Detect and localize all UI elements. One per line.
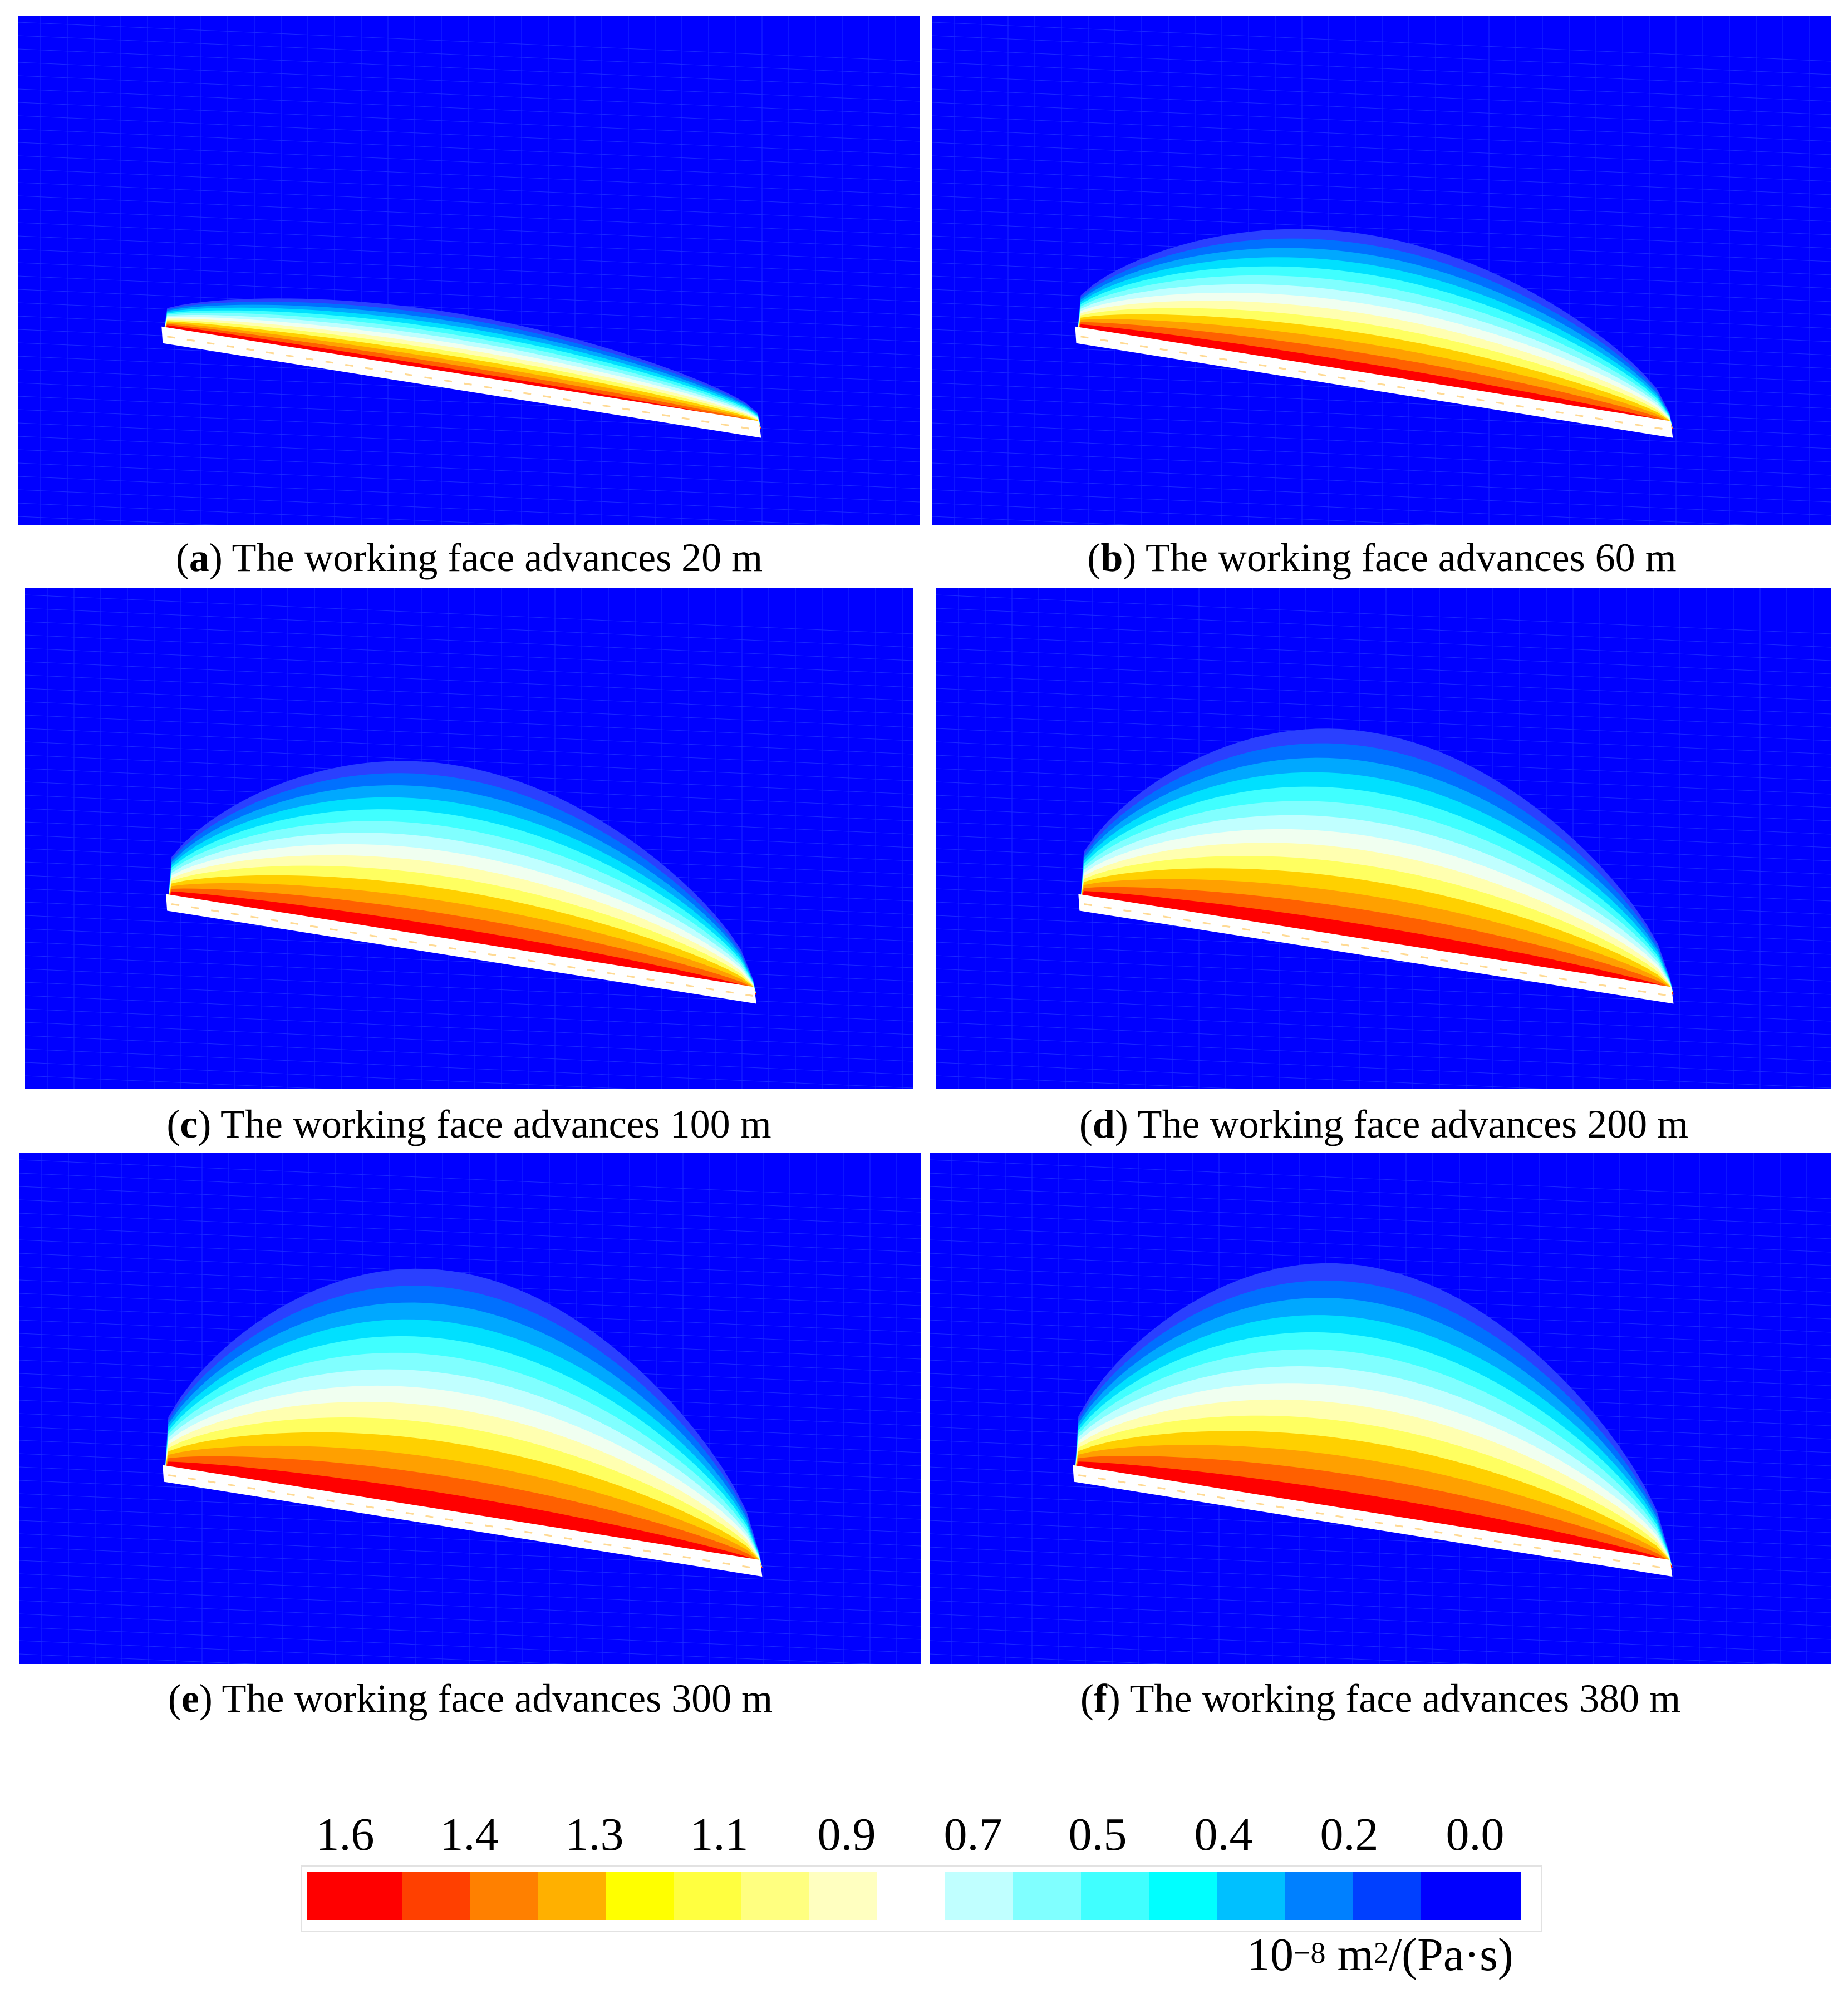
contour-panel-d [936,588,1831,1089]
caption-text-b: The working face advances 60 m [1146,535,1677,580]
contour-plot-d [936,588,1831,1089]
contour-plot-b [932,16,1831,525]
colorbar-swatch [1353,1872,1421,1920]
caption-letter-a: a [189,535,209,580]
colorbar-swatch [470,1872,538,1920]
contour-panel-f [930,1153,1831,1664]
colorbar-tick-label: 0.9 [817,1809,876,1860]
colorbar-tick-label: 1.6 [316,1809,375,1860]
colorbar-swatch [877,1872,946,1920]
goaf-slab [166,894,756,1004]
goaf-slab [1073,1465,1673,1577]
permeability-zone [168,761,756,995]
colorbar-frame [301,1865,1542,1932]
contour-plot-a [18,16,920,525]
colorbar-swatch [945,1872,1014,1920]
colorbar-swatch [1421,1872,1521,1920]
colorbar-swatch [1081,1872,1149,1920]
goaf-slab [161,326,761,438]
colorbar-swatch [402,1872,470,1920]
caption-text-a: The working face advances 20 m [232,535,763,580]
unit-exponent: −8 [1294,1936,1326,1970]
colorbar-tick-label: 1.3 [565,1809,624,1860]
caption-b: (b) The working face advances 60 m [1087,535,1677,580]
contour-plot-f [930,1153,1831,1664]
colorbar-swatch [809,1872,878,1920]
unit-meter-exponent: 2 [1373,1936,1389,1970]
caption-letter-b: b [1100,535,1123,580]
caption-a: (a) The working face advances 20 m [175,535,763,580]
colorbar-unit-label: 10−8 m2/(Pa·s) [1247,1930,1513,1980]
unit-tail: /(Pa·s) [1388,1929,1513,1981]
colorbar-swatch [1149,1872,1217,1920]
contour-plot-e [19,1153,921,1664]
colorbar-swatch [1217,1872,1285,1920]
caption-text-c: The working face advances 100 m [220,1102,771,1146]
unit-meter: m [1325,1929,1374,1981]
colorbar [307,1872,1521,1920]
colorbar-tick-label: 0.7 [943,1809,1002,1860]
colorbar-swatch [741,1872,810,1920]
mesh-grid [18,16,920,525]
caption-text-d: The working face advances 200 m [1137,1102,1689,1146]
caption-e: (e) The working face advances 300 m [168,1676,773,1721]
colorbar-swatch [1285,1872,1353,1920]
caption-f: (f) The working face advances 380 m [1080,1676,1681,1721]
caption-letter-c: c [180,1102,198,1146]
goaf-slab [163,1465,763,1577]
goaf-slab [1078,894,1674,1004]
colorbar-tick-label: 0.2 [1320,1809,1379,1860]
contour-plot-c [25,588,913,1089]
colorbar-swatch [307,1872,402,1920]
caption-c: (c) The working face advances 100 m [166,1102,771,1146]
background-field [18,16,920,525]
colorbar-tick-label: 0.4 [1194,1809,1253,1860]
caption-letter-d: d [1092,1102,1115,1146]
caption-text-f: The working face advances 380 m [1129,1676,1681,1721]
colorbar-swatch [674,1872,742,1920]
caption-d: (d) The working face advances 200 m [1079,1102,1689,1146]
contour-panel-e [19,1153,921,1664]
colorbar-swatch [538,1872,606,1920]
contour-panel-b [932,16,1831,525]
colorbar-swatch [606,1872,674,1920]
caption-letter-e: e [181,1676,199,1721]
colorbar-swatch [1013,1872,1082,1920]
goaf-slab [1075,326,1673,438]
contour-panel-c [25,588,913,1089]
colorbar-tick-label: 0.0 [1446,1809,1505,1860]
colorbar-tick-label: 1.1 [690,1809,749,1860]
contour-panel-a [18,16,920,525]
colorbar-tick-label: 1.4 [440,1809,499,1860]
caption-letter-f: f [1093,1676,1107,1721]
unit-base: 10 [1247,1929,1294,1981]
caption-text-e: The working face advances 300 m [222,1676,773,1721]
colorbar-tick-label: 0.5 [1068,1809,1127,1860]
